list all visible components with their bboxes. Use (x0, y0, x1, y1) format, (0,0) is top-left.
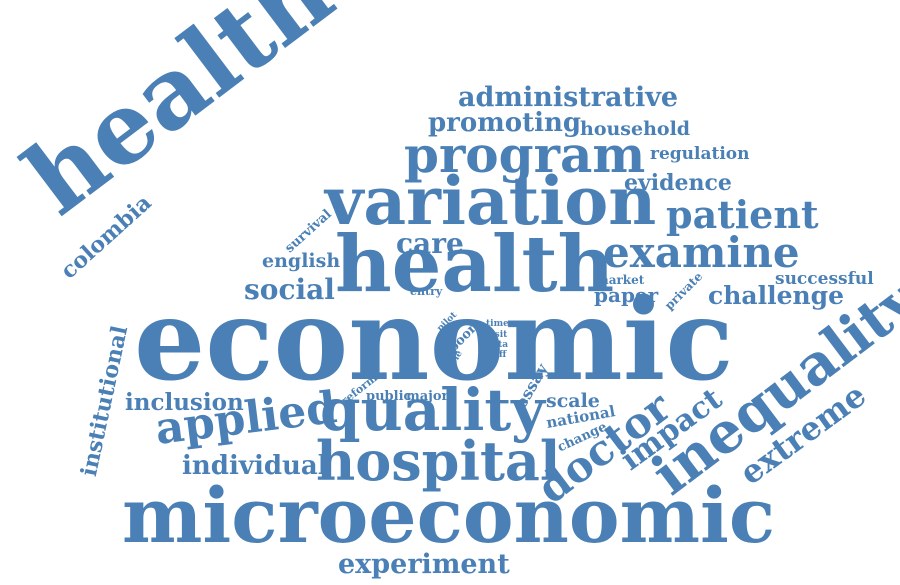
word-variation: variation (325, 162, 657, 240)
word-administrative: administrative (458, 82, 679, 113)
word-major: major (406, 389, 449, 404)
word-evidence: evidence (624, 170, 732, 196)
word-staff: staff (484, 350, 507, 360)
word-scale: scale (546, 390, 600, 412)
word-microeconomic: microeconomic (122, 471, 776, 560)
word-individual: individual (182, 451, 328, 481)
word-hospital: hospital (316, 429, 561, 493)
word-public: public (366, 389, 412, 404)
word-economic: economic (134, 275, 734, 406)
word-challenge: challenge (708, 281, 845, 310)
word-examine: examine (603, 228, 800, 277)
word-patient: patient (666, 192, 819, 237)
word-inclusion: inclusion (125, 389, 244, 416)
word-quality: quality (320, 376, 545, 444)
word-health: health (335, 219, 615, 310)
word-visit: visit (486, 330, 508, 340)
word-entry: entry (410, 285, 443, 298)
word-successful: successful (775, 269, 874, 289)
word-data: data (486, 340, 509, 350)
word-market: market (596, 273, 645, 287)
word-institutional: institutional (75, 323, 134, 479)
word-paper: paper (594, 283, 659, 307)
word-regulation: regulation (650, 144, 750, 164)
word-experiment: experiment (338, 549, 510, 580)
word-english: english (262, 250, 341, 272)
word-time: time (486, 319, 509, 329)
word-household: household (580, 118, 691, 140)
word-promoting: promoting (428, 108, 582, 138)
word-program: program (404, 125, 646, 184)
word-care: care (396, 227, 464, 260)
word-social: social (244, 273, 335, 306)
